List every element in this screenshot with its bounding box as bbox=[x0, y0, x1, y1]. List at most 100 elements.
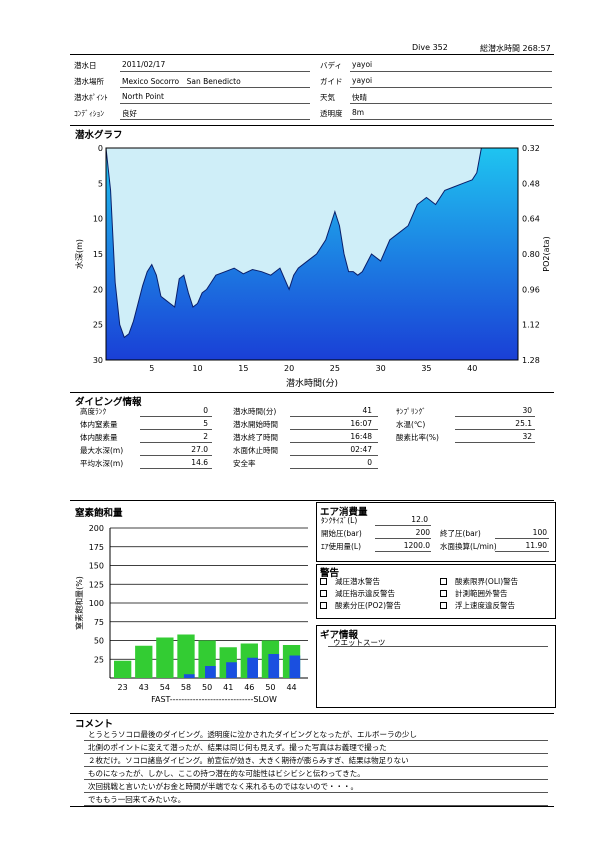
date-label: 潜水日 bbox=[74, 61, 97, 70]
checkbox-icon bbox=[440, 578, 447, 585]
guide-underline bbox=[350, 87, 552, 88]
guide-label: ガイド bbox=[320, 77, 343, 86]
nitrogen-tick-label: 100 bbox=[89, 599, 104, 608]
y-axis-label-po2: PO2(ata) bbox=[542, 236, 551, 271]
po2-tick-label: 0.48 bbox=[522, 179, 540, 188]
weather-value: 快晴 bbox=[352, 93, 367, 102]
comment-line: とうとうソコロ最後のダイビング。透明度に泣かされたダイビングとなったが、エルボー… bbox=[88, 730, 418, 739]
checkbox-icon bbox=[320, 590, 327, 597]
x-tick-label: 10 bbox=[192, 364, 202, 373]
plot-frame bbox=[105, 147, 519, 361]
diving-col1-label-0: 高度ﾗﾝｸ bbox=[80, 407, 107, 416]
po2-tick-label: 1.12 bbox=[522, 321, 540, 330]
nitrogen-tick-label: 150 bbox=[89, 562, 104, 571]
diving-col3-label-2: 酸素比率(%) bbox=[396, 433, 439, 442]
end-pressure-value: 100 bbox=[532, 528, 547, 537]
nitrogen-category-label: 46 bbox=[244, 683, 254, 692]
fast-slow-caption: FAST-----------------------------SLOW bbox=[151, 695, 277, 704]
condition-value: 良好 bbox=[122, 109, 137, 118]
checkbox-icon bbox=[440, 590, 447, 597]
diving-underline bbox=[290, 429, 378, 430]
depth-tick-label: 15 bbox=[93, 250, 103, 259]
depth-line bbox=[105, 147, 518, 339]
diving-underline bbox=[140, 442, 212, 443]
comment-rule bbox=[70, 713, 554, 714]
x-tick-label: 30 bbox=[376, 364, 386, 373]
nitrogen-bar-fast bbox=[177, 634, 195, 678]
diving-col1-value-0: 0 bbox=[203, 406, 208, 415]
diving-col1-value-4: 14.6 bbox=[191, 458, 208, 467]
checkbox-icon bbox=[320, 578, 327, 585]
visibility-label: 透明度 bbox=[320, 109, 343, 118]
buddy-value: yayoi bbox=[352, 60, 373, 69]
comment-line: ものになったが、しかし、ここの持つ潜在的な可能性はビシビシと伝わってきた。 bbox=[88, 769, 365, 778]
place-label: 潜水場所 bbox=[74, 77, 104, 86]
depth-tick-label: 25 bbox=[93, 321, 103, 330]
tank-label: ﾀﾝｸｻｲｽﾞ(L) bbox=[321, 516, 358, 525]
comment-line: でももう一回来てみたいな。 bbox=[88, 795, 186, 804]
end-underline bbox=[495, 538, 549, 539]
po2-tick-label: 1.28 bbox=[522, 356, 540, 365]
po2-tick-label: 0.32 bbox=[522, 144, 540, 153]
diving-underline bbox=[140, 416, 212, 417]
nitrogen-category-label: 50 bbox=[265, 683, 275, 692]
depth-tick-label: 20 bbox=[93, 285, 103, 294]
checkbox-icon bbox=[440, 602, 447, 609]
comment-line: 次回挑戦と言いたいがお金と時間が半端でなく来れるものではないので・・・。 bbox=[88, 782, 358, 791]
diving-underline bbox=[140, 429, 212, 430]
nitrogen-category-label: 50 bbox=[202, 683, 212, 692]
warning-item-1: 減圧指示違反警告 bbox=[320, 588, 395, 599]
nitrogen-tick-label: 200 bbox=[89, 524, 104, 533]
condition-underline bbox=[120, 119, 310, 120]
warning-item-4: 計測範囲外警告 bbox=[440, 588, 508, 599]
diving-col2-label-2: 潜水終了時間 bbox=[233, 433, 278, 442]
comment-underline bbox=[84, 753, 548, 754]
tank-value: 12.0 bbox=[411, 515, 428, 524]
nitrogen-title: 窒素飽和量 bbox=[75, 508, 123, 519]
nitrogen-category-label: 44 bbox=[286, 683, 296, 692]
nitrogen-bar-slow bbox=[247, 657, 258, 678]
warning-label: 酸素限界(OLI)警告 bbox=[455, 577, 519, 586]
surface-rate-label: 水面換算(L/min) bbox=[440, 542, 497, 551]
diving-col2-label-3: 水面休止時間 bbox=[233, 446, 278, 455]
depth-area bbox=[106, 148, 518, 360]
diving-col3-label-1: 水温(℃) bbox=[396, 420, 426, 429]
diving-underline bbox=[140, 455, 212, 456]
diving-underline bbox=[455, 429, 535, 430]
point-value: North Point bbox=[122, 92, 164, 101]
buddy-label: バディ bbox=[320, 61, 342, 70]
warnings-box bbox=[316, 564, 556, 619]
diving-info-title: ダイビング情報 bbox=[75, 397, 142, 408]
x-axis-label: 潜水時間(分) bbox=[286, 377, 338, 389]
nitrogen-bar-slow bbox=[289, 655, 301, 678]
weather-underline bbox=[350, 103, 552, 104]
used-underline bbox=[375, 551, 431, 552]
gear-underline bbox=[328, 646, 548, 647]
surface-underline bbox=[495, 551, 549, 552]
comment-underline bbox=[84, 740, 548, 741]
nitrogen-category-label: 54 bbox=[160, 683, 170, 692]
x-tick-label: 15 bbox=[238, 364, 248, 373]
depth-tick-label: 30 bbox=[93, 356, 103, 365]
diving-col3-value-2: 32 bbox=[522, 432, 532, 441]
diving-col2-value-3: 02:47 bbox=[350, 445, 372, 454]
comment-line: ２枚だけ。ソコロ諸島ダイビング。前宣伝が効き、大きく期待が膨らみすぎ、結果は物足… bbox=[88, 756, 409, 765]
header-rule bbox=[70, 54, 554, 55]
start-underline bbox=[375, 538, 431, 539]
air-box bbox=[316, 502, 556, 562]
diving-col3-value-1: 25.1 bbox=[515, 419, 532, 428]
comment-underline bbox=[84, 766, 548, 767]
nitrogen-bar-slow bbox=[205, 666, 216, 678]
warning-label: 計測範囲外警告 bbox=[455, 589, 508, 598]
end-pressure-label: 終了圧(bar) bbox=[440, 529, 481, 538]
diving-underline bbox=[290, 468, 378, 469]
visibility-value: 8m bbox=[352, 108, 365, 117]
x-tick-label: 35 bbox=[421, 364, 431, 373]
nitrogen-bar-slow bbox=[183, 674, 195, 678]
warnings-title: 警告 bbox=[320, 568, 340, 579]
po2-tick-label: 0.96 bbox=[522, 285, 540, 294]
diving-col2-value-0: 41 bbox=[362, 406, 372, 415]
diving-col1-label-3: 最大水深(m) bbox=[80, 446, 124, 455]
nitrogen-category-label: 43 bbox=[139, 683, 149, 692]
dive-profile-chart: 5 10 15 20 25 30 35 40 0 5 10 15 20 25 30 0.32 0.48 0.64 0… bbox=[74, 144, 551, 389]
